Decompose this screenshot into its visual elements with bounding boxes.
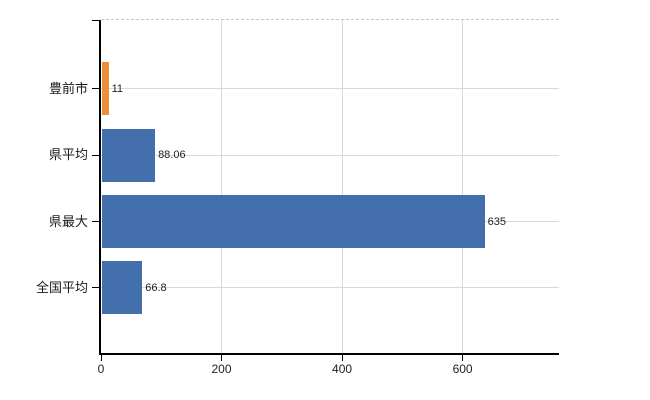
y-axis-tick [92, 154, 99, 156]
x-tick-label: 400 [332, 362, 353, 376]
v-gridline [341, 20, 343, 353]
x-axis-tick [100, 355, 102, 361]
h-gridline [101, 287, 559, 288]
bar[interactable] [102, 261, 143, 314]
plot-top-border [101, 19, 559, 20]
y-axis-tick [92, 287, 99, 288]
value-label: 635 [487, 215, 507, 228]
value-label: 66.8 [145, 281, 167, 294]
h-gridline [101, 154, 559, 156]
category-label: 県最大 [48, 213, 88, 229]
x-tick-label: 0 [97, 362, 105, 376]
y-axis-tick [92, 88, 99, 89]
y-axis-tick [92, 221, 99, 222]
x-axis-tick [341, 355, 343, 361]
category-label: 全国平均 [35, 279, 88, 295]
bar[interactable] [102, 195, 485, 248]
v-gridline [221, 20, 223, 353]
category-label: 豊前市 [48, 80, 88, 96]
value-label: 11 [111, 82, 124, 95]
h-gridline [101, 88, 559, 89]
x-axis-tick [221, 355, 223, 361]
y-axis-tick [92, 20, 99, 21]
bar[interactable] [102, 62, 109, 115]
category-label: 県平均 [48, 147, 88, 162]
bar[interactable] [102, 128, 156, 182]
x-axis [99, 353, 559, 355]
x-tick-label: 200 [211, 362, 232, 376]
y-axis [99, 20, 101, 355]
x-axis-tick [462, 355, 464, 361]
v-gridline [462, 20, 464, 353]
value-label: 88.06 [158, 149, 186, 161]
x-tick-label: 600 [452, 362, 473, 376]
